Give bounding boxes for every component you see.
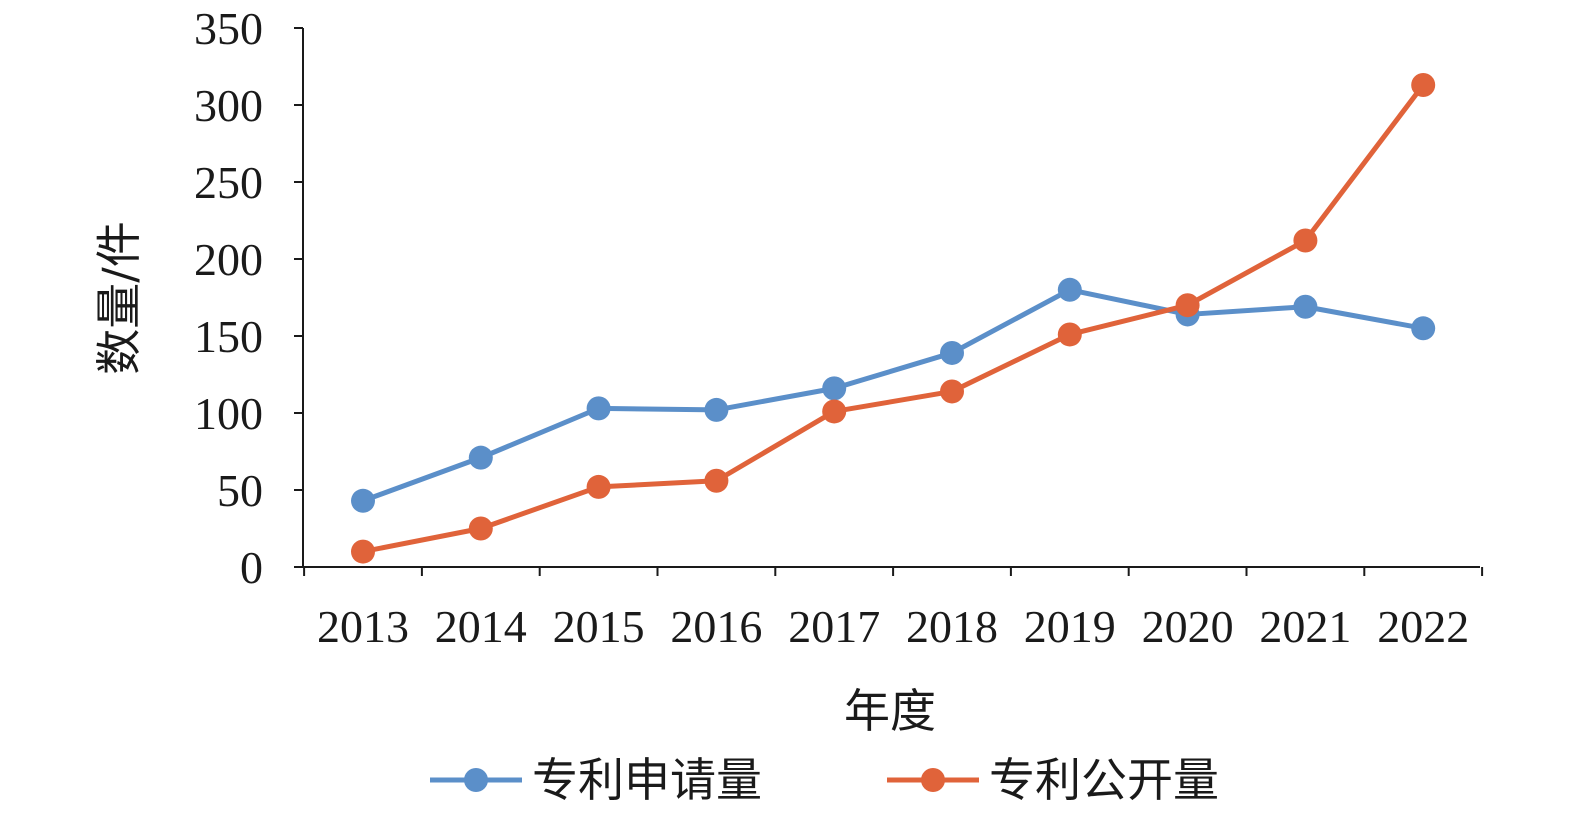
y-tick-label: 100	[194, 388, 263, 439]
y-tick-label: 300	[194, 80, 263, 131]
legend-marker	[921, 768, 945, 792]
data-point	[822, 399, 847, 424]
x-axis-title: 年度	[844, 684, 936, 738]
series-layer	[351, 72, 1436, 564]
data-point	[1057, 322, 1082, 347]
x-tick-label: 2016	[670, 601, 762, 652]
data-point	[1175, 293, 1200, 318]
legend-marker	[464, 768, 488, 792]
data-point	[822, 376, 847, 401]
legend-label: 专利公开量	[989, 753, 1219, 807]
y-tick-label: 350	[194, 3, 263, 54]
series-line	[360, 287, 1426, 504]
data-point	[586, 396, 611, 421]
data-point	[940, 340, 964, 365]
series-2	[351, 72, 1436, 564]
legend-label: 专利申请量	[532, 753, 762, 807]
x-tick-label: 2020	[1142, 601, 1234, 652]
x-tick-label: 2014	[435, 601, 527, 652]
data-point	[468, 516, 493, 541]
legend-item: 专利公开量	[887, 753, 1219, 807]
data-point	[351, 488, 375, 513]
data-point	[940, 379, 964, 404]
data-point	[351, 539, 375, 564]
x-tick-label: 2021	[1259, 601, 1351, 652]
series-line	[360, 82, 1426, 555]
x-tick-label: 2015	[553, 601, 645, 652]
data-point	[704, 397, 729, 422]
axes	[302, 28, 1480, 568]
legend-item: 专利申请量	[430, 753, 762, 807]
x-tick-label: 2017	[788, 601, 880, 652]
data-point	[1411, 316, 1436, 341]
x-tick-label: 2013	[317, 601, 409, 652]
data-point	[586, 474, 611, 499]
y-tick-label: 200	[194, 234, 263, 285]
y-tick-label: 50	[217, 465, 263, 516]
y-axis-ticks: 0 50 100 150 200 250 300 350	[194, 3, 303, 593]
x-axis-ticks: 2013 2014 2015 2016 2017 2018 2019 2020 2021 2022	[303, 567, 1484, 652]
data-point	[704, 468, 729, 493]
data-point	[1057, 277, 1082, 302]
data-point	[468, 445, 493, 470]
y-axis-title: 数量/件	[92, 221, 146, 375]
data-point	[1293, 294, 1318, 319]
series-1	[351, 277, 1436, 513]
x-tick-label: 2018	[906, 601, 998, 652]
data-point	[1293, 228, 1318, 253]
y-tick-label: 150	[194, 311, 263, 362]
legend: 专利申请量 专利公开量	[430, 753, 1219, 807]
data-point	[1411, 72, 1436, 97]
y-tick-label: 0	[240, 542, 263, 593]
x-tick-label: 2019	[1024, 601, 1116, 652]
y-tick-label: 250	[194, 157, 263, 208]
x-tick-label: 2022	[1377, 601, 1469, 652]
